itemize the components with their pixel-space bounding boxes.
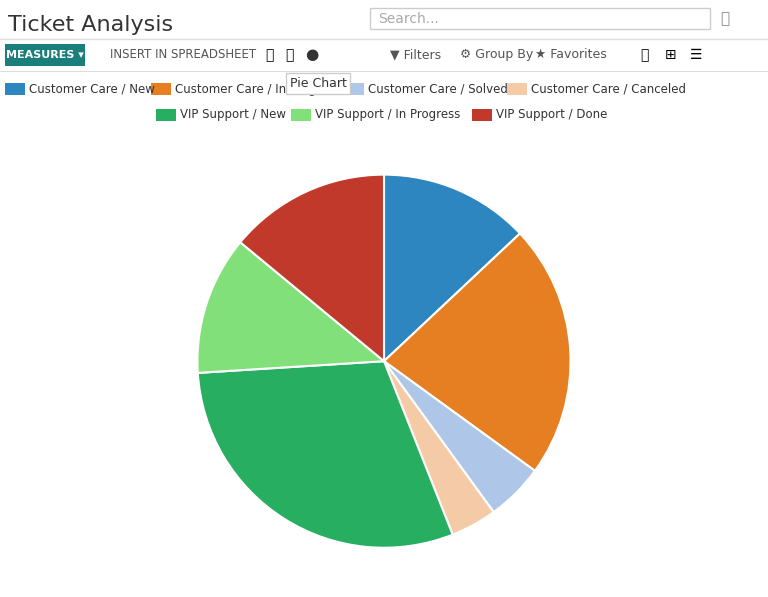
Text: ★ Favorites: ★ Favorites: [535, 48, 607, 61]
Text: Pie Chart: Pie Chart: [290, 77, 346, 90]
Text: 🔍: 🔍: [720, 11, 729, 26]
Wedge shape: [240, 174, 384, 361]
Bar: [370, 8, 710, 29]
Bar: [5, 84, 25, 95]
Text: VIP Support / In Progress: VIP Support / In Progress: [315, 108, 460, 121]
Text: VIP Support / New: VIP Support / New: [180, 108, 286, 121]
Bar: [508, 84, 528, 95]
Text: INSERT IN SPREADSHEET: INSERT IN SPREADSHEET: [110, 48, 256, 61]
Wedge shape: [384, 174, 520, 361]
Wedge shape: [197, 242, 384, 373]
Text: ⚙ Group By: ⚙ Group By: [460, 48, 533, 61]
Wedge shape: [384, 361, 535, 512]
Text: Search...: Search...: [378, 11, 439, 26]
Text: Customer Care / Canceled: Customer Care / Canceled: [531, 83, 687, 96]
Text: Customer Care / Solved: Customer Care / Solved: [368, 83, 508, 96]
Text: Ticket Analysis: Ticket Analysis: [8, 15, 173, 35]
Text: Customer Care / New: Customer Care / New: [29, 83, 155, 96]
Text: 📊: 📊: [265, 48, 273, 62]
Wedge shape: [198, 361, 452, 547]
Wedge shape: [384, 233, 571, 471]
Text: ▼ Filters: ▼ Filters: [390, 48, 441, 61]
Text: VIP Support / Done: VIP Support / Done: [495, 108, 607, 121]
Bar: [156, 109, 176, 121]
Text: ●: ●: [305, 47, 318, 63]
Text: MEASURES ▾: MEASURES ▾: [6, 50, 84, 60]
Text: Customer Care / In Progress: Customer Care / In Progress: [175, 83, 340, 96]
Text: 📊: 📊: [640, 48, 648, 62]
Bar: [151, 84, 171, 95]
Bar: [5, 44, 85, 66]
Bar: [290, 109, 310, 121]
Text: ☰: ☰: [690, 48, 703, 62]
Bar: [472, 109, 492, 121]
Text: ⊞: ⊞: [665, 48, 677, 62]
Text: 📈: 📈: [285, 48, 293, 62]
Wedge shape: [384, 361, 494, 535]
Bar: [344, 84, 364, 95]
